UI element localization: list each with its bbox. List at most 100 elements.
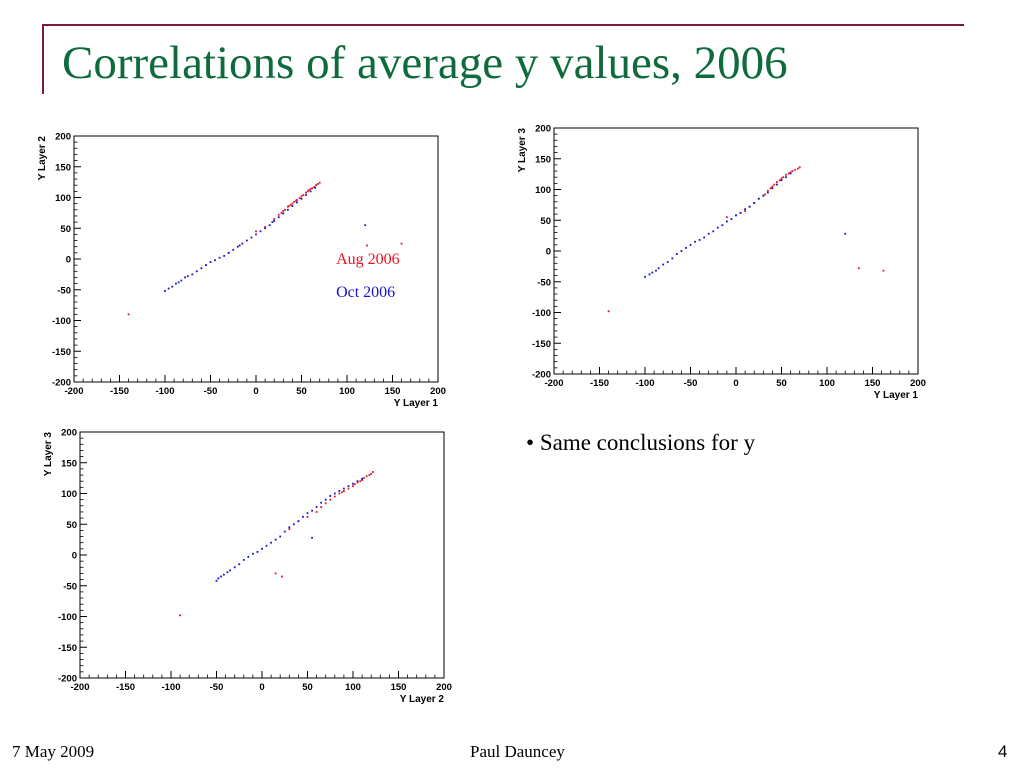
oct-2006-point [338,490,341,492]
oct-2006-point [698,239,701,241]
aug-2006-point [284,208,287,211]
aug-2006-point [298,197,301,200]
oct-2006-point [209,261,212,263]
oct-2006-point [227,251,230,254]
aug-2006-point [291,202,294,205]
oct-2006-point [233,566,236,569]
aug-2006-point [857,267,860,270]
oct-2006-point [256,551,259,553]
oct-2006-point [744,208,746,211]
x-axis-label: Y Layer 1 [394,398,439,409]
oct-2006-point [694,240,696,243]
oct-2006-point [716,226,719,229]
oct-2006-point [309,190,312,193]
aug-2006-point [744,210,746,212]
aug-2006-point [281,575,283,578]
y-tick-label: -50 [537,277,551,288]
oct-2006-point [184,276,186,279]
title-top-rule [42,24,964,26]
aug-2006-point [302,194,305,196]
aug-2006-point [782,176,785,179]
oct-2006-point [175,282,177,285]
oct-2006-point [762,194,765,197]
scatter-plot-layer3-vs-layer1: -200 -150 -100 -50 0 50 100 150 200 -200 -150 -100 -… [517,124,926,402]
x-tick-label: 50 [296,386,307,397]
y-tick-label: 100 [535,185,551,196]
y-axis-label: Y Layer 3 [517,128,528,173]
x-tick-label: -150 [590,378,609,389]
oct-2006-point [279,535,282,538]
y-tick-label: -100 [52,316,71,327]
x-tick-label: -100 [155,386,174,397]
oct-2006-point [229,569,232,572]
aug-2006-point [324,502,327,505]
aug-2006-point [289,203,292,206]
oct-2006-point [675,253,678,255]
oct-2006-point [648,273,651,276]
oct-2006-point [707,232,710,235]
aug-2006-point [280,211,283,214]
oct-2006-point [703,236,706,239]
oct-2006-point [286,208,289,211]
x-tick-label: 50 [302,682,313,693]
x-tick-label: -50 [684,378,698,389]
oct-2006-point [329,495,332,497]
oct-2006-point [223,255,226,257]
oct-2006-point [217,577,220,580]
plot-frame [73,135,439,383]
aug-2006-point [333,495,336,498]
oct-2006-point [780,179,783,182]
aug-2006-point [286,205,289,208]
oct-2006-point [315,506,318,508]
oct-2006-point [680,250,683,252]
oct-2006-point [844,232,847,235]
y-tick-label: 0 [72,551,77,562]
y-tick-label: 50 [540,216,551,227]
oct-2006-point [352,482,354,485]
x-tick-label: -50 [210,682,224,693]
aug-2006-point [293,200,296,203]
bullet-text: Same conclusions for y [539,430,756,455]
aug-2006-point [316,183,319,185]
aug-2006-point [305,191,307,194]
aug-2006-point [764,193,767,196]
oct-2006-point [236,245,239,248]
oct-2006-point [685,247,687,249]
y-tick-label: 200 [55,132,71,143]
oct-2006-point [167,287,170,290]
aug-2006-point [329,498,332,501]
oct-2006-point [766,191,769,194]
aug-2006-point [776,181,778,184]
x-tick-label: -150 [110,386,129,397]
oct-2006-point [300,197,303,200]
oct-2006-point [288,526,291,529]
y-tick-label: -100 [58,612,77,623]
aug-2006-point [288,528,291,531]
oct-2006-point [735,214,737,217]
aug-2006-point [127,313,130,316]
scatter-plot-layer3-vs-layer2: -200 -150 -100 -50 0 50 100 150 200 -200 -150 -100 -… [43,428,452,706]
oct-2006-point [730,218,733,220]
aug-2006-point [353,483,356,486]
bullet-item: • Same conclusions for y [526,430,755,456]
x-tick-label: 100 [339,386,355,397]
aug-2006-point [766,189,769,192]
aug-2006-point [311,187,314,190]
oct-2006-point [215,579,218,582]
oct-2006-point [255,233,257,236]
aug-2006-point [372,471,374,473]
page-number: 4 [998,742,1008,761]
x-tick-label: -200 [70,682,89,693]
aug-2006-point [882,269,885,272]
y-tick-label: -50 [63,581,77,592]
x-tick-label: 100 [345,682,361,693]
aug-2006-point [306,515,309,518]
aug-2006-point [794,168,797,171]
x-tick-label: 200 [436,682,452,693]
x-tick-label: 50 [776,378,787,389]
aug-2006-point [273,218,276,220]
scatter-plot-layer2-vs-layer1: -200 -150 -100 -50 0 50 100 150 200 -200 -150 -100 -… [37,132,446,410]
x-tick-label: 150 [391,682,407,693]
oct-2006-point [241,242,244,245]
oct-2006-point [356,480,359,483]
